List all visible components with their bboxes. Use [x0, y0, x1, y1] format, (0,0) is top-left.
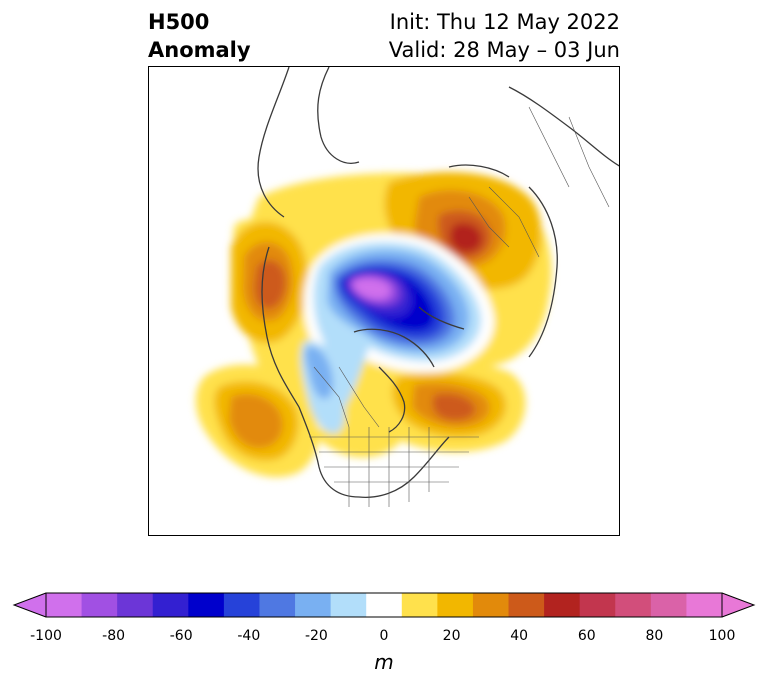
colorbar-bin [81, 593, 118, 617]
colorbar-bin [223, 593, 260, 617]
colorbar-bin [366, 593, 403, 617]
colorbar-bin [117, 593, 154, 617]
colorbar-tick-label: -100 [30, 628, 62, 644]
colorbar-bin [650, 593, 687, 617]
colorbar-bin [686, 593, 723, 617]
title-anomaly: Anomaly [148, 38, 251, 62]
colorbar-tick-label: -20 [304, 628, 328, 644]
colorbar-tick-label: 20 [442, 628, 461, 644]
colorbar-tick-label: 80 [645, 628, 664, 644]
colorbar-outline-high [721, 592, 756, 618]
colorbar-bin [295, 593, 332, 617]
colorbar-outline-low [12, 592, 47, 618]
colorbar-bin [472, 593, 510, 617]
colorbar-tick-label: -80 [102, 628, 126, 644]
colorbar-tick-label: -40 [237, 628, 261, 644]
init-date: Init: Thu 12 May 2022 [389, 10, 620, 34]
colorbar-tick-label: 100 [708, 628, 736, 644]
title-right: Init: Thu 12 May 2022 Valid: 28 May – 03… [389, 8, 620, 64]
title-variable: H500 [148, 10, 210, 34]
colorbar-bin [330, 593, 367, 617]
colorbar-bin [615, 593, 652, 617]
colorbar-tick-label: 40 [510, 628, 529, 644]
colorbar-units: m [374, 650, 394, 674]
anomaly-map [148, 66, 620, 536]
colorbar-outline [45, 592, 723, 618]
colorbar-tick-label: 60 [577, 628, 596, 644]
colorbar-bins [46, 593, 723, 617]
anomaly-fill [195, 172, 552, 478]
colorbar-bin [579, 593, 616, 617]
colorbar-bin [401, 593, 438, 617]
coastlines [257, 67, 619, 498]
colorbar-bin [46, 593, 83, 617]
valid-period: Valid: 28 May – 03 Jun [388, 38, 620, 62]
colorbar-tick-label: 0 [379, 628, 389, 644]
colorbar-tick-label: -60 [169, 628, 193, 644]
colorbar-bin [152, 593, 189, 617]
colorbar-bin [259, 593, 296, 617]
political-borders [309, 106, 610, 507]
colorbar-bin [508, 593, 545, 617]
colorbar [12, 592, 756, 618]
title-left: H500 Anomaly [148, 8, 251, 64]
colorbar-extend-high [722, 593, 754, 617]
colorbar-bin [437, 593, 474, 617]
colorbar-extend-low [14, 593, 46, 617]
colorbar-bin [188, 593, 225, 617]
map-canvas [195, 67, 619, 507]
colorbar-bin [544, 593, 581, 617]
